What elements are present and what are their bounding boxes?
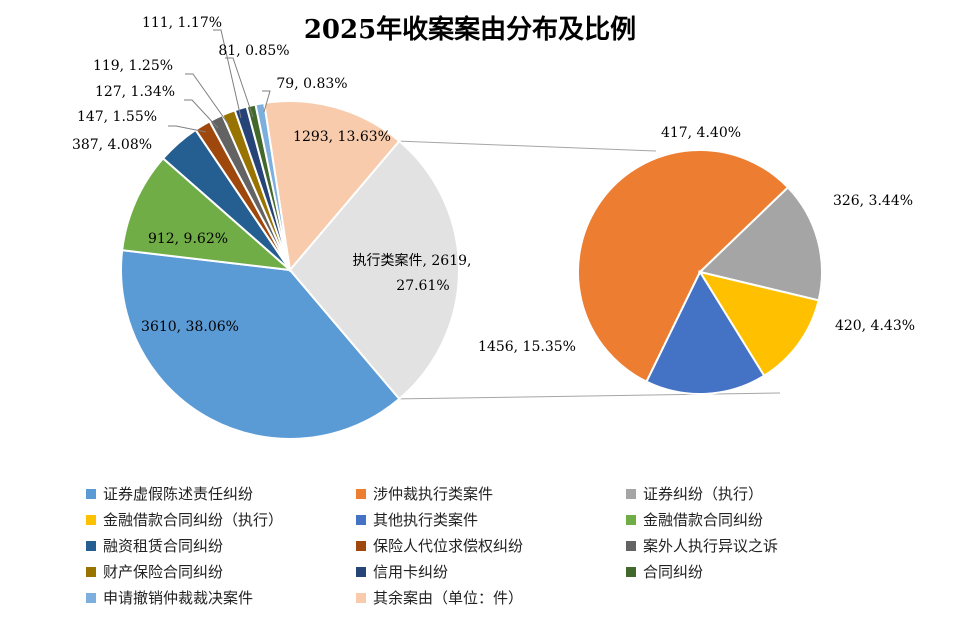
main-label-exec-line1: 执行类案件, 2619, (353, 252, 472, 269)
data-labels: 3610, 38.06% 912, 9.62% 387, 4.08% 147, 1.5… (72, 15, 915, 355)
main-label-9: 1293, 13.63% (293, 129, 391, 145)
secondary-slice-1 (697, 186, 823, 302)
legend-label: 融资租赁合同纠纷 (103, 537, 224, 555)
connector-line-bottom (399, 392, 781, 400)
leader-line-5 (185, 73, 230, 126)
legend-item: 申请撤销仲裁裁决案件 (86, 586, 356, 609)
legend-label: 合同纠纷 (643, 563, 704, 581)
leader-line-4 (184, 99, 219, 129)
main-label-5: 119, 1.25% (93, 58, 173, 74)
legend-swatch (626, 566, 636, 577)
legend-swatch (86, 514, 96, 525)
legend-swatch (86, 540, 96, 551)
legend-label: 申请撤销仲裁裁决案件 (103, 589, 254, 607)
legend-label: 其余案由（单位：件） (373, 589, 524, 607)
legend-label: 其他执行类案件 (373, 511, 479, 529)
main-label-1: 912, 9.62% (148, 231, 228, 247)
legend-swatch (356, 566, 366, 577)
connector-lines (399, 140, 781, 400)
leader-line-7 (225, 57, 254, 118)
legend-item: 其余案由（单位：件） (356, 586, 626, 609)
secondary-slice-3 (645, 269, 766, 395)
legend-item: 保险人代位求偿权纠纷 (356, 534, 626, 557)
legend-swatch (626, 540, 636, 551)
legend-swatch (86, 592, 96, 603)
legend-label: 案外人执行异议之诉 (643, 537, 779, 555)
main-label-8: 79, 0.83% (276, 76, 347, 92)
legend-label: 保险人代位求偿权纠纷 (373, 537, 524, 555)
secondary-label-3: 420, 4.43% (835, 318, 915, 334)
main-label-7: 81, 0.85% (218, 43, 289, 59)
connector-line-top (399, 140, 657, 152)
legend-label: 证券虚假陈述责任纠纷 (103, 485, 254, 503)
main-label-6: 111, 1.17% (142, 15, 222, 31)
main-slice-0 (120, 249, 401, 440)
legend-item: 证券纠纷（执行） (626, 482, 906, 505)
chart-title: 2025年收案案由分布及比例 (304, 14, 636, 45)
legend-item: 融资租赁合同纠纷 (86, 534, 356, 557)
legend-label: 财产保险合同纠纷 (103, 563, 224, 581)
legend-item: 证券虚假陈述责任纠纷 (86, 482, 356, 505)
legend-swatch (86, 566, 96, 577)
legend-swatch (356, 540, 366, 551)
legend-label: 信用卡纠纷 (373, 563, 449, 581)
legend-item: 其他执行类案件 (356, 508, 626, 531)
secondary-slice-2 (697, 270, 820, 378)
secondary-pie (576, 149, 823, 395)
legend-swatch (356, 514, 366, 525)
main-slice-9 (263, 100, 401, 273)
legend-item: 涉仲裁执行类案件 (356, 482, 626, 505)
legend-label: 金融借款合同纠纷 (643, 511, 764, 529)
legend-item: 信用卡纠纷 (356, 560, 626, 583)
legend-swatch (86, 488, 96, 499)
leader-lines (168, 29, 271, 133)
legend-label: 涉仲裁执行类案件 (373, 485, 494, 503)
legend-swatch (626, 514, 636, 525)
main-label-2: 387, 4.08% (72, 137, 152, 153)
main-label-exec-line2: 27.61% (396, 278, 449, 294)
secondary-label-1: 417, 4.40% (661, 125, 741, 141)
main-label-0: 3610, 38.06% (141, 319, 239, 335)
legend-swatch (626, 488, 636, 499)
legend-swatch (356, 592, 366, 603)
secondary-label-0: 1456, 15.35% (478, 339, 576, 355)
main-label-3: 147, 1.55% (77, 109, 157, 125)
main-pie (120, 100, 460, 440)
leader-line-8 (262, 90, 271, 113)
legend-item: 财产保险合同纠纷 (86, 560, 356, 583)
leader-line-6 (213, 29, 242, 119)
legend-item: 金融借款合同纠纷 (626, 508, 906, 531)
main-label-4: 127, 1.34% (95, 84, 175, 100)
legend-label: 证券纠纷（执行） (643, 485, 764, 503)
legend-item: 案外人执行异议之诉 (626, 534, 906, 557)
leader-line-3 (168, 125, 207, 133)
legend-swatch (356, 488, 366, 499)
secondary-label-2: 326, 3.44% (833, 193, 913, 209)
legend-item: 合同纠纷 (626, 560, 906, 583)
main-slice-10 (288, 139, 460, 401)
chart-legend: 证券虚假陈述责任纠纷 涉仲裁执行类案件 证券纠纷（执行） 金融借款合同纠纷（执行） 其他… (86, 482, 946, 609)
main-slice-1 (121, 156, 294, 272)
legend-item: 金融借款合同纠纷（执行） (86, 508, 356, 531)
secondary-slice-0 (576, 149, 790, 383)
legend-label: 金融借款合同纠纷（执行） (103, 511, 284, 529)
